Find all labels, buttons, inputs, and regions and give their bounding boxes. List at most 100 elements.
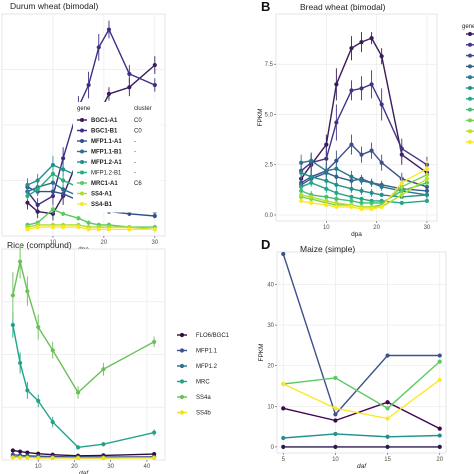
data-point	[369, 36, 374, 41]
data-point	[35, 225, 40, 230]
legend-key-point	[468, 140, 472, 144]
data-point	[127, 227, 132, 232]
data-point	[324, 198, 329, 204]
data-point	[309, 174, 314, 179]
series-line-2	[282, 253, 440, 416]
legend-title-cluster: cluster	[134, 106, 152, 112]
legend-key-point	[468, 129, 472, 134]
data-point	[36, 398, 41, 404]
legend-key-point	[80, 170, 84, 175]
data-point	[437, 426, 442, 431]
data-point	[36, 324, 41, 330]
data-point	[359, 200, 364, 206]
data-point	[61, 225, 66, 230]
panel-title: Rice (compound)	[7, 240, 72, 250]
data-point	[437, 433, 442, 438]
legend: FLO6/BGC1 MFP1.1 MFP1.2 MRC SS4a SS4b	[177, 332, 230, 417]
data-point	[10, 448, 15, 453]
data-point	[299, 184, 304, 189]
data-point	[299, 170, 304, 175]
data-point	[385, 353, 390, 358]
data-point	[369, 148, 374, 153]
legend-key-point	[179, 379, 185, 384]
data-point	[61, 156, 66, 161]
data-point	[25, 455, 30, 460]
data-point	[399, 192, 404, 197]
legend-label: MRC	[196, 380, 210, 386]
data-point	[281, 435, 286, 441]
data-point	[309, 194, 314, 199]
legend-key-point	[80, 128, 84, 133]
data-point	[50, 419, 55, 425]
legend-key-point	[80, 181, 84, 185]
legend-label: BGC1-B1	[91, 129, 118, 135]
data-point	[334, 166, 339, 171]
data-point	[18, 449, 23, 454]
data-point	[309, 180, 314, 185]
data-point	[96, 45, 101, 50]
data-point	[334, 182, 339, 187]
series-line-2	[300, 83, 428, 172]
y-tick-label: 20	[267, 364, 274, 370]
data-point	[61, 178, 66, 183]
data-point	[127, 85, 132, 90]
data-point	[127, 71, 132, 77]
data-point	[61, 187, 66, 192]
legend-key-point	[80, 202, 84, 206]
legend-key-point	[468, 118, 472, 123]
legend-key-point	[179, 394, 185, 400]
data-point	[349, 142, 354, 147]
data-point	[309, 200, 314, 206]
data-point	[334, 190, 339, 195]
data-point	[324, 178, 329, 183]
data-point	[369, 200, 374, 206]
series-line-1	[283, 401, 441, 430]
data-point	[10, 455, 15, 460]
data-point	[299, 192, 304, 197]
data-point	[334, 200, 339, 206]
data-point	[334, 204, 339, 210]
data-point	[349, 198, 354, 204]
data-point	[334, 196, 339, 201]
legend-label: MFP1.1	[196, 349, 218, 355]
legend-cluster: C6	[134, 181, 142, 187]
data-point	[50, 162, 56, 168]
data-point	[385, 444, 390, 450]
y-tick-label: 40	[267, 282, 274, 288]
x-tick-label: 20	[373, 225, 380, 231]
y-tick-label: 0	[271, 445, 275, 451]
data-point	[359, 86, 364, 91]
x-axis-label: daf	[79, 470, 89, 474]
series-group	[281, 251, 442, 450]
series-line-4	[283, 361, 441, 409]
data-point	[359, 196, 364, 201]
panel-title: Durum wheat (bimodal)	[10, 1, 99, 11]
panel-title: Bread wheat (bimodal)	[300, 2, 386, 12]
data-point	[349, 88, 354, 93]
legend-cluster: -	[134, 139, 136, 145]
legend-key-point	[468, 107, 472, 112]
data-point	[379, 160, 384, 165]
data-point	[75, 456, 81, 460]
legend-key-point	[468, 53, 472, 58]
data-point	[50, 225, 56, 230]
data-point	[333, 375, 338, 380]
legend-key-point	[179, 363, 185, 369]
data-point	[333, 406, 338, 411]
data-point	[35, 178, 40, 183]
data-point	[324, 186, 329, 191]
series-line-10	[301, 178, 428, 208]
data-point	[50, 348, 55, 353]
x-tick-label: 30	[424, 225, 431, 231]
data-point	[50, 171, 56, 176]
data-point	[152, 213, 157, 219]
legend-key-point	[468, 42, 472, 47]
data-point	[152, 82, 157, 88]
data-point	[61, 211, 66, 216]
data-point	[299, 188, 304, 193]
data-point	[349, 46, 354, 51]
data-point	[379, 184, 384, 189]
data-point	[349, 174, 354, 179]
series-line-4	[12, 324, 155, 448]
data-point	[379, 204, 384, 210]
